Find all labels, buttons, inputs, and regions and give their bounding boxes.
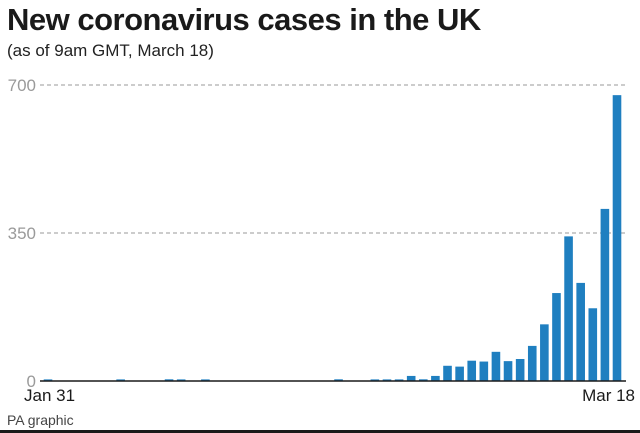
bar-mar-16 bbox=[588, 308, 598, 381]
bar-feb-28 bbox=[382, 379, 392, 381]
bottom-rule bbox=[0, 430, 640, 433]
x-tick-label-start: Jan 31 bbox=[24, 386, 75, 405]
x-tick-label-end: Mar 18 bbox=[582, 386, 635, 405]
y-tick-label-0: 0 bbox=[27, 372, 36, 391]
y-tick-label-700: 700 bbox=[8, 76, 36, 95]
bar-feb-6 bbox=[116, 379, 125, 381]
chart-subtitle: (as of 9am GMT, March 18) bbox=[7, 41, 214, 60]
bar-mar-18 bbox=[612, 95, 622, 382]
bar-feb-29 bbox=[394, 379, 404, 381]
bar-mar-12 bbox=[540, 324, 549, 381]
bar-mar-14 bbox=[564, 236, 573, 381]
bars bbox=[43, 95, 622, 382]
x-axis-tick-labels: Jan 31 Mar 18 bbox=[24, 386, 635, 405]
bar-mar-3 bbox=[431, 375, 440, 381]
bar-mar-10 bbox=[515, 359, 525, 381]
bar-chart: 0 350 700 Jan 31 Mar 18 bbox=[8, 76, 635, 405]
bar-mar-6 bbox=[467, 360, 477, 381]
bar-mar-9 bbox=[503, 361, 513, 381]
bar-mar-5 bbox=[455, 366, 464, 381]
bar-feb-27 bbox=[370, 379, 380, 381]
bar-mar-1 bbox=[406, 375, 416, 381]
y-tick-label-350: 350 bbox=[8, 224, 36, 243]
y-axis-tick-labels: 0 350 700 bbox=[8, 76, 36, 391]
grid-lines bbox=[40, 84, 626, 234]
bar-feb-11 bbox=[176, 379, 186, 381]
bar-mar-7 bbox=[479, 361, 489, 381]
source-credit: PA graphic bbox=[7, 412, 74, 428]
bar-mar-11 bbox=[527, 345, 537, 381]
bar-jan-31 bbox=[43, 379, 53, 381]
bar-mar-8 bbox=[491, 351, 501, 381]
chart-title: New coronavirus cases in the UK bbox=[7, 2, 481, 37]
bar-mar-13 bbox=[552, 293, 561, 381]
bar-feb-13 bbox=[201, 379, 210, 381]
bar-feb-24 bbox=[334, 379, 343, 381]
bar-feb-10 bbox=[164, 379, 174, 381]
bar-mar-4 bbox=[443, 365, 452, 381]
bar-mar-15 bbox=[576, 282, 585, 381]
bar-mar-2 bbox=[419, 379, 428, 381]
bar-mar-17 bbox=[600, 208, 610, 381]
